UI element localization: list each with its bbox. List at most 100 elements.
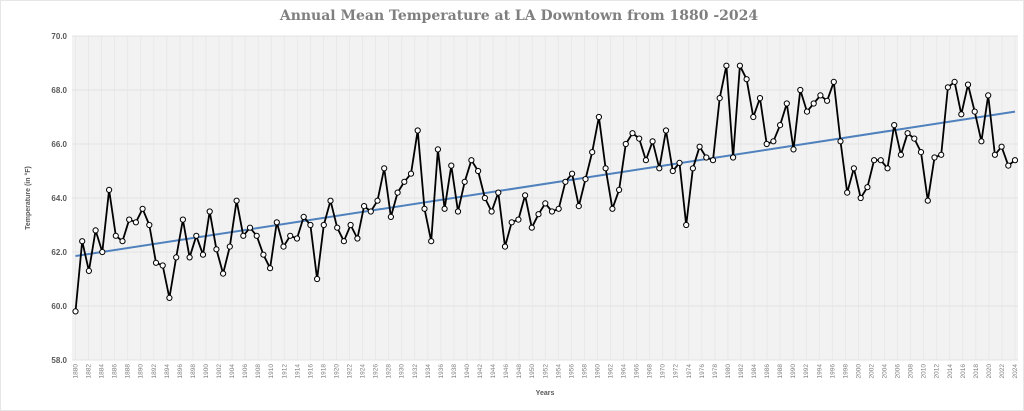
data-point: [1011, 157, 1019, 164]
y-tick-label: 68.0: [51, 86, 67, 95]
data-point: [152, 259, 160, 266]
data-point: [622, 140, 629, 148]
x-tick-label: 1940: [464, 364, 471, 379]
data-point: [877, 157, 884, 164]
data-point: [844, 189, 851, 196]
x-tick-label: 2012: [934, 364, 941, 379]
data-point: [548, 208, 556, 215]
data-point: [166, 294, 173, 301]
data-point: [448, 162, 455, 169]
y-tick-label: 66.0: [51, 140, 67, 149]
data-point: [132, 219, 139, 226]
data-point: [260, 251, 267, 258]
data-point: [253, 232, 260, 239]
data-point: [777, 122, 784, 129]
x-tick-label: 1898: [190, 364, 197, 379]
data-point: [662, 127, 670, 134]
x-tick-label: 1946: [503, 364, 510, 379]
y-axis-label: Temperature (in °F): [24, 166, 32, 230]
data-point: [246, 224, 254, 231]
data-point: [414, 127, 421, 134]
data-point: [616, 186, 623, 193]
x-tick-label: 1900: [203, 364, 210, 379]
data-point: [112, 232, 119, 239]
chart-title: Annual Mean Temperature at LA Downtown f…: [279, 8, 759, 24]
data-point: [314, 275, 321, 283]
x-tick-label: 1902: [216, 364, 223, 379]
data-point: [240, 232, 247, 239]
x-tick-label: 1960: [594, 364, 601, 379]
data-point: [736, 62, 744, 69]
x-tick-label: 1934: [425, 364, 432, 379]
data-point: [381, 165, 388, 172]
data-point: [213, 246, 220, 253]
data-point: [850, 165, 858, 172]
y-axis-ticks: 58.0 60.0 62.0 64.0 66.0 68.0 70.0: [51, 32, 67, 365]
data-point: [72, 308, 79, 315]
data-point: [951, 78, 958, 86]
x-tick-label: 1890: [138, 364, 145, 379]
data-point: [273, 219, 280, 226]
x-tick-label: 1984: [751, 364, 758, 379]
data-point: [763, 140, 770, 148]
data-point: [340, 238, 347, 245]
data-point: [475, 167, 482, 175]
data-point: [871, 157, 878, 164]
data-point: [743, 76, 750, 83]
data-point: [1005, 162, 1012, 169]
data-point: [985, 92, 992, 99]
data-point: [676, 159, 683, 166]
data-point: [220, 270, 227, 277]
data-point: [454, 208, 462, 215]
x-tick-label: 1994: [816, 364, 823, 379]
x-tick-label: 1952: [542, 364, 549, 379]
data-point: [958, 111, 965, 118]
data-point: [394, 189, 401, 196]
x-tick-label: 1990: [790, 364, 797, 379]
x-tick-label: 1882: [86, 364, 93, 379]
data-point: [179, 216, 186, 223]
data-point: [964, 81, 972, 88]
data-point: [857, 194, 864, 202]
x-tick-label: 1884: [99, 364, 106, 379]
data-point: [669, 167, 676, 175]
data-point: [803, 108, 811, 115]
data-point: [354, 235, 361, 242]
data-point: [689, 165, 697, 172]
data-point: [327, 197, 334, 204]
data-point: [575, 203, 582, 210]
x-tick-label: 1920: [333, 364, 340, 379]
x-tick-label: 1942: [477, 364, 484, 379]
data-points: [72, 62, 1019, 315]
x-tick-label: 1926: [373, 364, 380, 379]
data-point: [555, 205, 562, 212]
x-tick-label: 1974: [686, 364, 693, 379]
x-tick-label: 1970: [660, 364, 667, 379]
data-point: [756, 95, 764, 102]
x-tick-label: 1894: [164, 364, 171, 379]
data-point: [99, 248, 106, 256]
x-tick-label: 1886: [112, 364, 119, 379]
data-point: [515, 216, 522, 223]
x-tick-label: 1944: [490, 364, 497, 379]
data-point: [307, 221, 314, 229]
x-tick-label: 1918: [320, 364, 327, 379]
x-tick-label: 2024: [1012, 364, 1019, 379]
x-tick-label: 2004: [882, 364, 889, 379]
x-tick-label: 1968: [647, 364, 654, 379]
x-tick-label: 1928: [386, 364, 393, 379]
data-point: [884, 165, 891, 172]
x-tick-label: 1922: [347, 364, 354, 379]
data-point: [938, 151, 945, 158]
data-point: [79, 238, 86, 245]
data-point: [280, 243, 287, 250]
data-point: [85, 267, 93, 274]
y-tick-label: 64.0: [51, 194, 67, 203]
x-tick-label: 1910: [268, 364, 275, 379]
data-point: [535, 211, 542, 218]
data-point: [159, 262, 166, 269]
data-point: [501, 243, 509, 250]
data-point: [716, 95, 723, 102]
data-point: [595, 113, 603, 121]
data-point: [320, 221, 327, 229]
